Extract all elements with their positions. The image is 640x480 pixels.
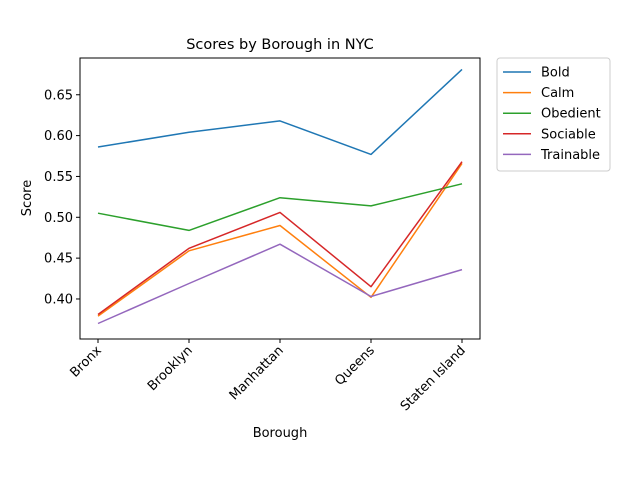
legend-label-calm: Calm [541,86,574,101]
y-axis: 0.40 0.45 0.50 0.55 0.60 0.65 [44,88,80,307]
series-line-bold [97,68,463,156]
x-tick-label: Bronx [67,343,105,381]
x-axis: Bronx Brooklyn Manhattan Queens Staten Islan… [67,339,469,414]
x-tick-label: Manhattan [227,343,287,403]
series-line-calm [97,162,463,317]
x-tick-label: Brooklyn [145,343,196,394]
x-tick-label: Queens [332,343,378,389]
x-tick-label: Staten Island [398,343,469,414]
chart-title: Scores by Borough in NYC [186,37,374,53]
y-tick-label: 0.55 [44,170,73,185]
legend-label-bold: Bold [541,66,570,81]
legend-box [496,57,611,172]
series-line-sociable [97,161,463,316]
legend: Bold Calm Obedient Sociable Trainable [496,57,611,172]
legend-label-trainable: Trainable [540,148,600,163]
y-tick-label: 0.40 [44,292,73,307]
plot-area [97,68,463,325]
series-line-obedient [97,183,463,232]
y-tick-label: 0.60 [44,129,73,144]
x-axis-label: Borough [253,426,308,441]
y-tick-label: 0.65 [44,88,73,103]
y-axis-label: Score [20,180,35,216]
legend-label-sociable: Sociable [541,127,596,142]
y-tick-label: 0.50 [44,211,73,226]
plot-frame [79,57,481,340]
legend-label-obedient: Obedient [541,107,601,122]
series-line-trainable [97,243,463,325]
y-tick-label: 0.45 [44,252,73,267]
